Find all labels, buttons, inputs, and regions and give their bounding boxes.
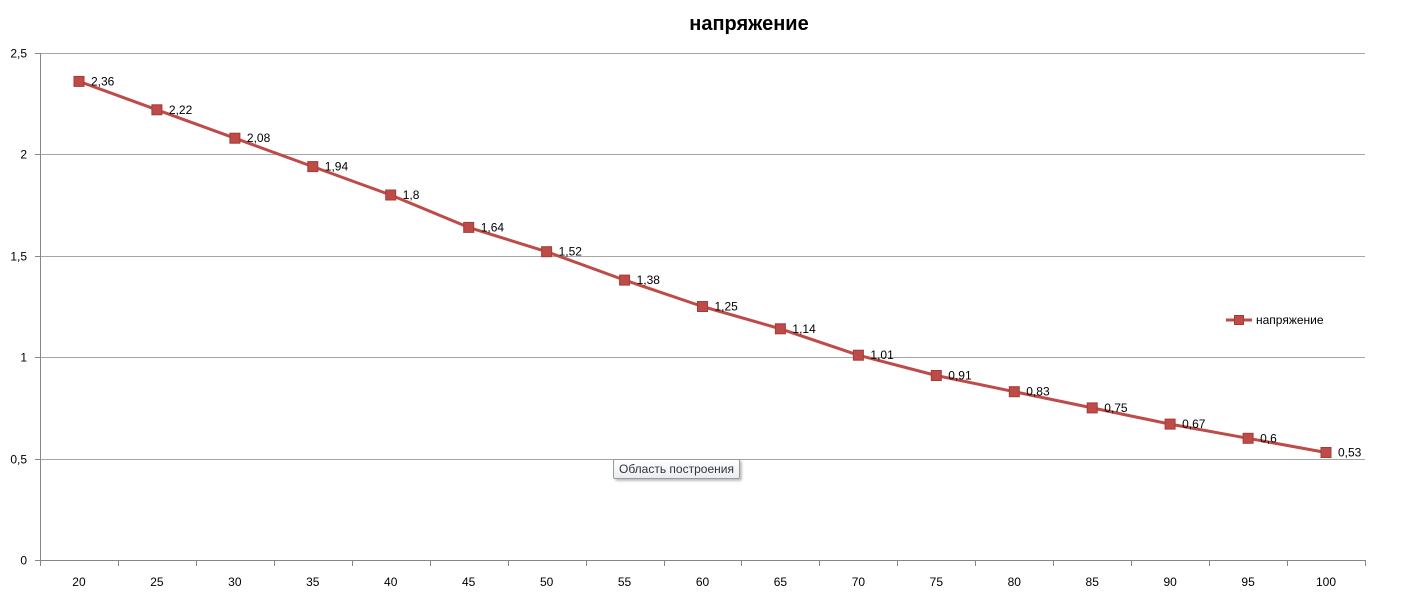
data-label: 1,52 [559, 245, 583, 259]
data-point [697, 301, 708, 312]
chart-title: напряжение [689, 13, 808, 35]
data-label: 2,36 [91, 74, 115, 88]
data-point [1242, 432, 1254, 444]
data-point [1008, 386, 1020, 398]
data-label: 1,38 [637, 273, 661, 287]
data-label: 1,14 [792, 322, 816, 336]
data-label: 0,53 [1338, 446, 1362, 460]
x-tick-label: 50 [540, 575, 554, 589]
x-tick-label: 65 [774, 575, 788, 589]
data-label: 2,22 [169, 103, 193, 117]
data-point [463, 221, 475, 233]
x-tick-label: 75 [930, 575, 944, 589]
data-label: 0,83 [1026, 385, 1050, 399]
x-tick-label: 90 [1163, 575, 1177, 589]
data-label: 1,94 [325, 160, 349, 174]
data-point [229, 132, 241, 144]
data-label: 2,08 [247, 131, 271, 145]
data-point [1320, 447, 1332, 458]
data-point [930, 370, 942, 381]
axes: 00,511,522,520 25 30 35 40 45 50 55 60 65 70 75 80 85… [10, 47, 1366, 589]
x-tick-label: 100 [1316, 575, 1336, 589]
legend-marker [1234, 315, 1244, 325]
data-point [73, 75, 85, 87]
x-tick-label: 35 [306, 575, 320, 589]
plot-area-tooltip: Область построения [613, 459, 740, 479]
gridlines [40, 53, 1365, 460]
data-label: 1,01 [870, 348, 894, 362]
data-point [1086, 402, 1098, 414]
legend[interactable]: напряжение [1226, 313, 1324, 327]
data-point [151, 104, 163, 116]
data-point [385, 189, 397, 201]
series-voltage[interactable]: 2,36 2,22 2,08 1,94 1,8 1,64 1,52 1,38 1,25 1,14 1… [73, 74, 1362, 460]
y-tick-label: 1 [20, 351, 27, 365]
x-tick-label: 95 [1241, 575, 1255, 589]
x-tick-label: 70 [852, 575, 866, 589]
data-label: 1,64 [481, 220, 505, 234]
x-tick-label: 55 [618, 575, 632, 589]
x-tick-label: 30 [228, 575, 242, 589]
data-point [1164, 418, 1176, 430]
x-tick-label: 25 [150, 575, 164, 589]
y-tick-label: 0,5 [10, 453, 27, 467]
data-label: 0,91 [948, 369, 972, 383]
data-point [541, 246, 553, 258]
x-tick-label: 60 [696, 575, 710, 589]
data-point [852, 349, 864, 361]
legend-label: напряжение [1256, 313, 1324, 327]
y-tick-label: 2,5 [10, 47, 27, 61]
x-tick-label: 40 [384, 575, 398, 589]
data-label: 1,25 [715, 300, 739, 314]
data-label: 1,8 [403, 188, 420, 202]
x-tick-label: 80 [1008, 575, 1022, 589]
data-label: 0,67 [1182, 417, 1206, 431]
data-label: 0,6 [1260, 431, 1277, 445]
x-tick-label: 45 [462, 575, 476, 589]
y-tick-label: 1,5 [10, 250, 27, 264]
data-point [619, 274, 631, 286]
data-point [307, 161, 319, 173]
x-tick-label: 20 [72, 575, 86, 589]
data-label: 0,75 [1104, 401, 1128, 415]
y-tick-label: 0 [20, 554, 27, 568]
x-tick-label: 85 [1086, 575, 1100, 589]
y-tick-label: 2 [20, 148, 27, 162]
data-point [774, 323, 786, 335]
